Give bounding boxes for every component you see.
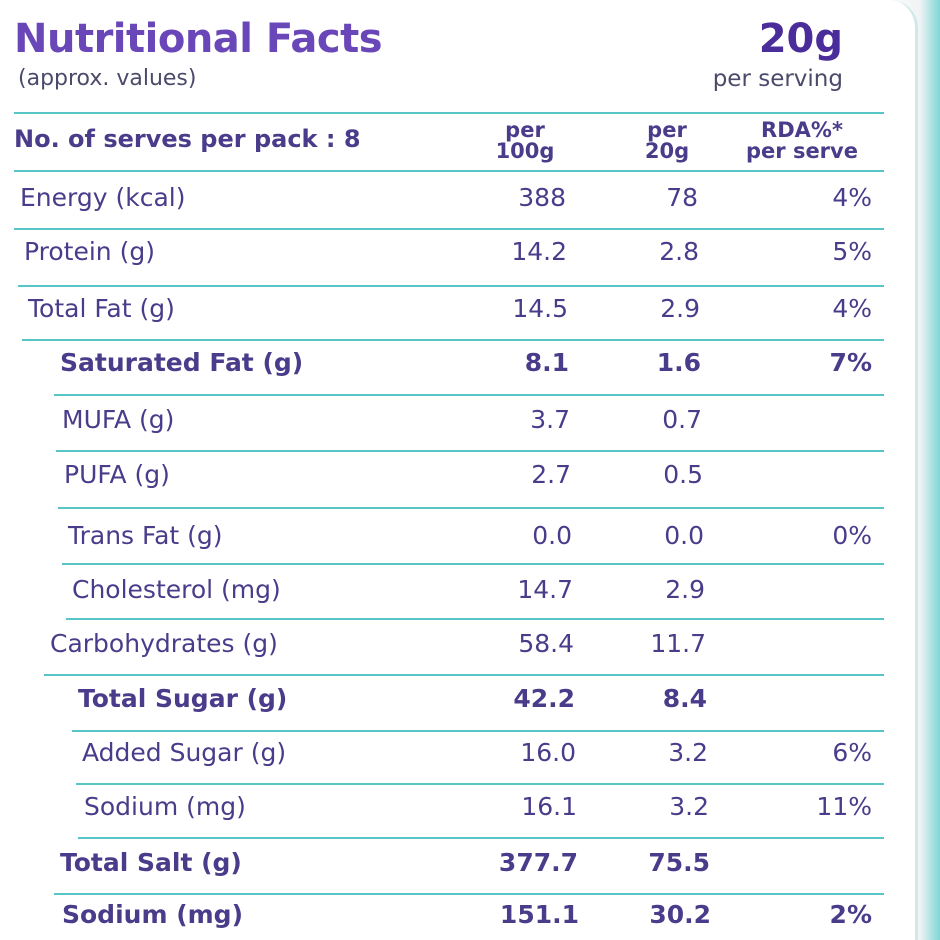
value-rda: 4% — [832, 183, 872, 212]
value-per-20g: 11.7 — [650, 629, 706, 658]
nutrient-label: Sodium (mg) — [62, 900, 243, 929]
value-per-20g: 2.9 — [660, 294, 700, 323]
row-divider — [66, 618, 884, 620]
row-divider — [58, 507, 884, 509]
nutrient-label: Carbohydrates (g) — [50, 629, 278, 658]
value-rda: 5% — [832, 237, 872, 266]
value-per-100g: 42.2 — [513, 684, 575, 713]
value-per-100g: 0.0 — [532, 521, 572, 550]
approx-values-note: (approx. values) — [18, 66, 197, 91]
nutrient-label: PUFA (g) — [64, 460, 170, 489]
value-rda: 0% — [832, 521, 872, 550]
value-per-20g: 0.7 — [662, 405, 702, 434]
column-header-per-100g: per 100g — [470, 120, 580, 162]
value-per-20g: 78 — [666, 183, 698, 212]
column-header-line: RDA%* — [761, 118, 843, 142]
header-divider — [14, 112, 884, 114]
value-per-20g: 0.5 — [663, 460, 703, 489]
value-per-100g: 2.7 — [531, 460, 571, 489]
nutrient-label: Total Fat (g) — [28, 294, 175, 323]
column-header-line: per — [647, 118, 687, 142]
row-divider — [14, 228, 884, 230]
value-per-100g: 151.1 — [499, 900, 579, 929]
value-per-100g: 14.2 — [511, 237, 567, 266]
column-header-line: per — [505, 118, 545, 142]
value-rda: 4% — [832, 294, 872, 323]
value-per-100g: 14.7 — [517, 575, 573, 604]
row-divider — [78, 837, 884, 839]
nutrient-label: Energy (kcal) — [20, 183, 186, 212]
value-rda: 7% — [829, 348, 872, 377]
page-title: Nutritional Facts — [14, 16, 383, 62]
nutrient-label: Total Sugar (g) — [78, 684, 288, 713]
value-per-20g: 3.2 — [668, 738, 708, 767]
value-per-100g: 388 — [518, 183, 566, 212]
value-rda: 2% — [829, 900, 872, 929]
serving-label: per serving — [712, 66, 843, 92]
serves-per-pack: No. of serves per pack : 8 — [14, 125, 361, 153]
nutrient-label: Saturated Fat (g) — [60, 348, 304, 377]
value-per-20g: 75.5 — [648, 848, 710, 877]
row-divider — [54, 893, 884, 895]
column-header-rda: RDA%* per serve — [722, 120, 882, 162]
row-divider — [56, 450, 884, 452]
value-per-100g: 58.4 — [518, 629, 574, 658]
column-header-line: per serve — [746, 139, 858, 163]
column-header-serves: No. of serves per pack : 8 — [14, 125, 361, 153]
nutrient-label: Protein (g) — [24, 237, 155, 266]
value-per-20g: 2.8 — [659, 237, 699, 266]
column-header-per-20g: per 20g — [612, 120, 722, 162]
row-divider — [72, 730, 884, 732]
value-rda: 11% — [816, 792, 872, 821]
row-divider — [76, 783, 884, 785]
value-per-100g: 8.1 — [524, 348, 569, 377]
nutrient-label: Trans Fat (g) — [68, 521, 223, 550]
nutrition-panel: Nutritional Facts (approx. values) 20g p… — [0, 0, 918, 940]
row-divider — [14, 170, 884, 172]
value-per-20g: 30.2 — [649, 900, 711, 929]
nutrient-label: Cholesterol (mg) — [72, 575, 281, 604]
nutrient-label: Total Salt (g) — [60, 848, 242, 877]
row-divider — [62, 563, 884, 565]
value-per-20g: 2.9 — [665, 575, 705, 604]
nutrient-label: Added Sugar (g) — [82, 738, 287, 767]
column-header-line: 100g — [495, 139, 555, 163]
row-divider — [44, 674, 884, 676]
value-per-100g: 3.7 — [530, 405, 570, 434]
value-per-100g: 377.7 — [498, 848, 578, 877]
value-per-20g: 8.4 — [662, 684, 707, 713]
value-per-20g: 0.0 — [664, 521, 704, 550]
value-per-20g: 1.6 — [656, 348, 701, 377]
nutrient-label: Sodium (mg) — [84, 792, 246, 821]
row-divider — [18, 285, 884, 287]
value-per-100g: 16.1 — [521, 792, 577, 821]
value-per-20g: 3.2 — [669, 792, 709, 821]
serving-size: 20g — [758, 16, 843, 62]
value-per-100g: 16.0 — [520, 738, 576, 767]
row-divider — [54, 394, 884, 396]
value-rda: 6% — [832, 738, 872, 767]
column-header-line: 20g — [644, 139, 690, 163]
value-per-100g: 14.5 — [512, 294, 568, 323]
nutrient-label: MUFA (g) — [62, 405, 175, 434]
row-divider — [22, 339, 884, 341]
